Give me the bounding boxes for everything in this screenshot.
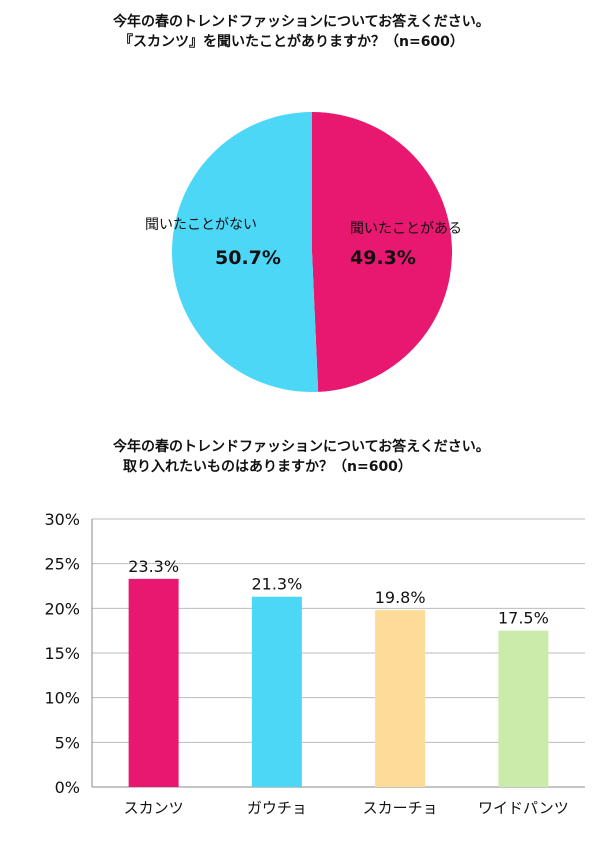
x-category-label: スカーチョ <box>363 799 438 817</box>
bar-title-line1: 今年の春のトレンドファッションについてお答えください。 <box>113 439 490 455</box>
y-tick-label: 25% <box>44 555 80 574</box>
x-category-label: ガウチョ <box>247 799 307 817</box>
bar-value-label: 17.5% <box>498 609 549 628</box>
bar <box>251 596 302 787</box>
pie-slice <box>312 112 453 392</box>
pie-title-line1: 今年の春のトレンドファッションについてお答えください。 <box>113 14 490 30</box>
bar <box>128 578 179 787</box>
bar-value-label: 21.3% <box>251 575 302 594</box>
bar <box>498 630 549 787</box>
y-tick-label: 30% <box>44 510 80 529</box>
y-tick-label: 15% <box>44 644 80 663</box>
x-category-label: ワイドパンツ <box>478 799 569 817</box>
pie-slice-value: 50.7% <box>215 247 281 269</box>
pie-slice-label: 聞いたことがない <box>145 217 257 233</box>
bar-value-label: 19.8% <box>375 588 426 607</box>
pie-slice-value: 49.3% <box>350 247 416 269</box>
pie-slice <box>172 112 319 392</box>
pie-title-line2: 『スカンツ』を聞いたことがありますか？（n=600） <box>119 34 464 50</box>
bar <box>375 610 426 787</box>
y-tick-label: 5% <box>55 733 80 752</box>
y-tick-label: 0% <box>55 778 80 797</box>
pie-slice-label: 聞いたことがある <box>350 221 462 237</box>
bar-title-line2: 取り入れたいものはありますか？（n=600） <box>123 459 412 475</box>
y-tick-label: 10% <box>44 689 80 708</box>
x-category-label: スカンツ <box>124 799 184 817</box>
bar-value-label: 23.3% <box>128 557 179 576</box>
bar-title: 今年の春のトレンドファッションについてお答えください。 取り入れたいものはありま… <box>113 437 490 477</box>
pie-title: 今年の春のトレンドファッションについてお答えください。 『スカンツ』を聞いたこと… <box>113 12 490 52</box>
y-tick-label: 20% <box>44 599 80 618</box>
